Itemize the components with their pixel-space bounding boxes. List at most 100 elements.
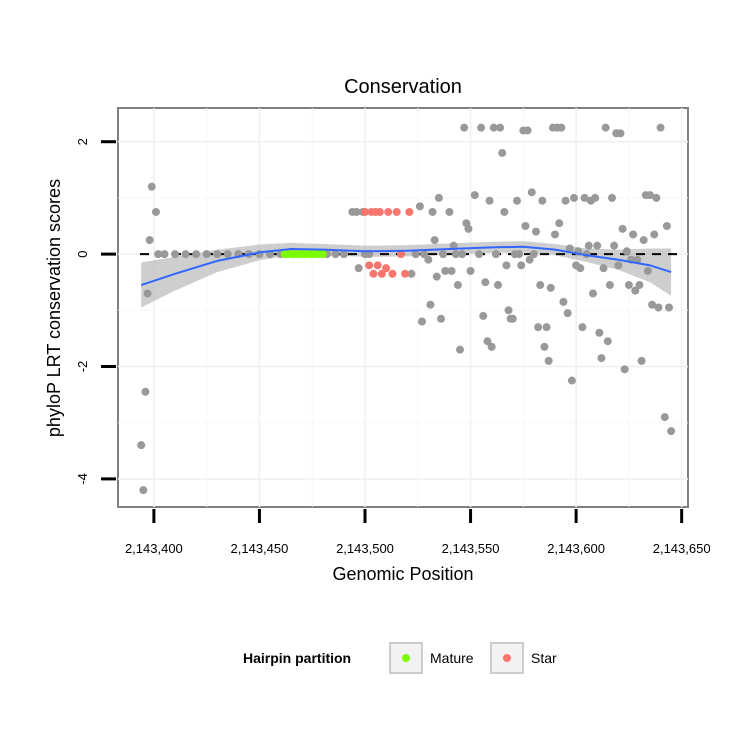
y-tick-label: 2 (75, 138, 90, 145)
point-other (538, 196, 547, 205)
point-other (624, 281, 633, 290)
point-other (415, 202, 424, 211)
point-other (434, 193, 443, 202)
point-other (648, 300, 657, 309)
point-other (667, 427, 676, 436)
point-other (424, 255, 433, 264)
point-other (202, 250, 211, 259)
x-tick-label: 2,143,450 (231, 541, 289, 556)
point-other (475, 250, 483, 259)
point-other (502, 261, 511, 270)
point-other (160, 250, 169, 259)
point-star (384, 207, 393, 216)
chart-title: Conservation (344, 76, 462, 98)
point-other (532, 227, 540, 236)
x-tick-label: 2,143,500 (336, 541, 394, 556)
point-other (481, 278, 490, 287)
point-other (599, 264, 608, 273)
point-other (141, 387, 150, 396)
point-other (629, 230, 638, 239)
point-other (485, 196, 494, 205)
point-other (643, 266, 652, 275)
point-other (605, 281, 614, 290)
point-other (458, 250, 467, 259)
point-other (563, 309, 572, 318)
point-other (608, 193, 616, 202)
point-other (542, 323, 551, 332)
point-other (331, 250, 340, 259)
point-star (405, 207, 414, 216)
y-tick-label: -4 (75, 473, 90, 485)
x-tick-label: 2,143,400 (125, 541, 183, 556)
point-other (456, 345, 464, 354)
point-other (654, 303, 663, 312)
point-other (593, 241, 602, 250)
point-other (479, 311, 488, 320)
point-other (430, 236, 439, 245)
point-star (375, 207, 384, 216)
point-other (551, 230, 559, 239)
point-other (637, 356, 646, 365)
point-other (620, 365, 629, 374)
point-other (555, 219, 564, 228)
point-other (603, 337, 612, 346)
point-other (491, 250, 500, 259)
smooth-line (140, 245, 672, 286)
point-other (534, 323, 543, 332)
point-other (441, 266, 450, 275)
point-other (622, 247, 631, 256)
point-other (449, 241, 458, 250)
point-other (633, 255, 642, 264)
point-other (171, 250, 179, 259)
point-other (567, 376, 576, 385)
point-other (521, 222, 530, 231)
point-other (517, 261, 526, 270)
point-other (498, 148, 507, 157)
point-other (578, 323, 587, 332)
point-other (139, 486, 148, 495)
point-other (513, 196, 521, 205)
point-other (470, 191, 479, 200)
point-other (143, 289, 152, 298)
x-axis-title: Genomic Position (332, 564, 473, 584)
point-other (500, 207, 509, 216)
point-other (544, 356, 553, 365)
point-other (618, 224, 627, 233)
point-other (665, 303, 673, 312)
point-other (487, 342, 496, 351)
point-other (411, 250, 420, 259)
point-other (523, 126, 532, 135)
grid-lines (118, 108, 688, 507)
legend: Hairpin partition Mature Star (243, 642, 557, 674)
point-other (635, 281, 644, 290)
point-other (662, 222, 671, 231)
point-other (616, 129, 625, 138)
point-other (489, 123, 498, 132)
y-axis-title: phyloP LRT conservation scores (44, 179, 64, 437)
legend-label-mature: Mature (430, 650, 474, 666)
point-other (137, 441, 146, 450)
point-other (483, 337, 492, 346)
point-other (610, 241, 619, 250)
data-points (137, 123, 676, 495)
point-other (428, 207, 437, 216)
point-other (540, 342, 549, 351)
point-other (504, 306, 513, 315)
point-other (494, 281, 502, 290)
point-other (432, 272, 441, 281)
point-other (589, 289, 597, 298)
point-other (561, 196, 570, 205)
point-other (565, 244, 574, 253)
legend-label-star: Star (531, 650, 557, 666)
y-axis: -4 -2 0 2 (75, 138, 116, 485)
point-other (595, 328, 604, 337)
point-star (365, 261, 374, 270)
smooth-curve (140, 245, 672, 286)
point-other (181, 250, 190, 259)
point-other (631, 286, 640, 295)
point-other (451, 250, 460, 259)
point-other (660, 413, 669, 422)
point-star (373, 261, 382, 270)
point-other (445, 207, 454, 216)
